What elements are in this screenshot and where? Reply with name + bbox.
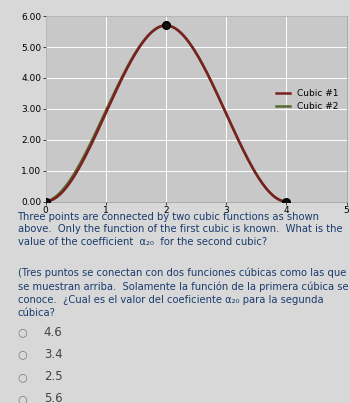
Text: 3.4: 3.4 xyxy=(44,348,62,361)
Legend: Cubic #1, Cubic #2: Cubic #1, Cubic #2 xyxy=(273,85,342,114)
Text: (Tres puntos se conectan con dos funciones cúbicas como las que
se muestran arri: (Tres puntos se conectan con dos funcion… xyxy=(18,268,348,318)
Text: 5.6: 5.6 xyxy=(44,393,62,403)
Text: Three points are connected by two cubic functions as shown
above.  Only the func: Three points are connected by two cubic … xyxy=(18,212,342,247)
Text: ○: ○ xyxy=(18,350,27,359)
Text: ○: ○ xyxy=(18,372,27,382)
Text: ○: ○ xyxy=(18,328,27,337)
Text: 2.5: 2.5 xyxy=(44,370,62,383)
Text: 4.6: 4.6 xyxy=(44,326,63,339)
Text: ○: ○ xyxy=(18,394,27,403)
